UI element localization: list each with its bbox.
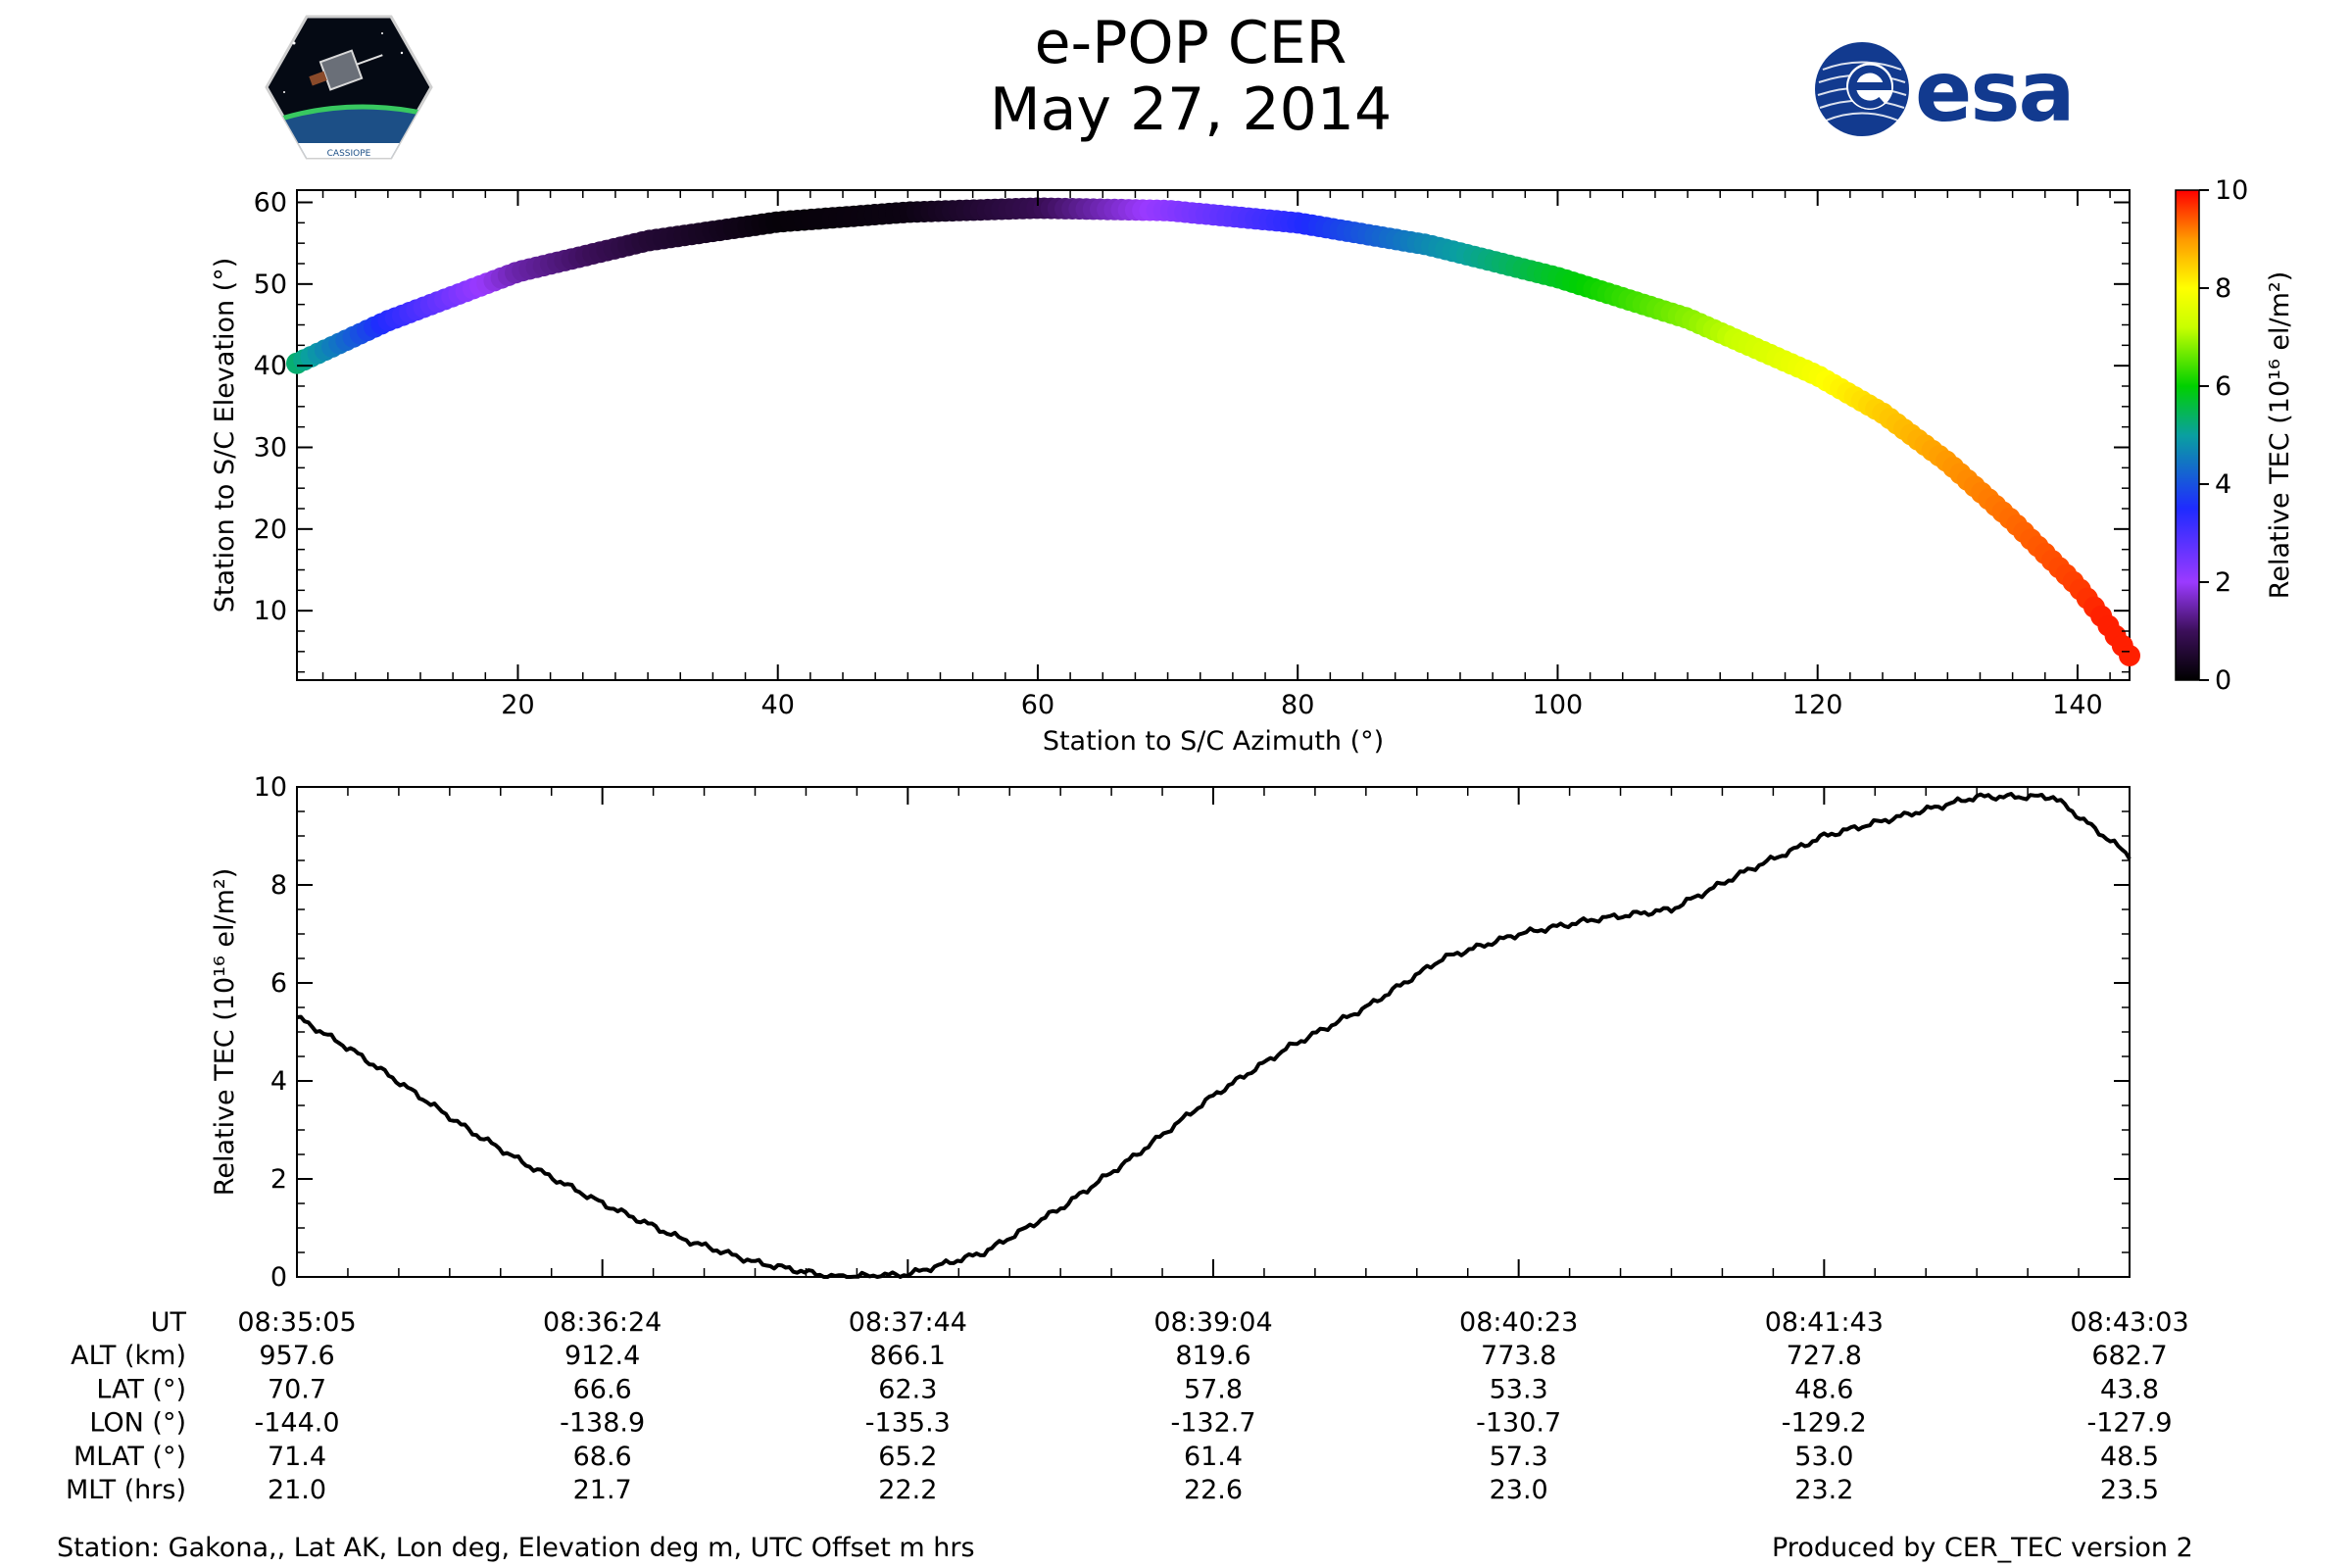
producer-info: Produced by CER_TEC version 2 — [1772, 1533, 2193, 1563]
esa-logo: esa — [1813, 35, 2107, 143]
orbit-value: 23.0 — [1490, 1475, 1548, 1505]
time-tick-label: 08:41:43 — [1765, 1307, 1884, 1338]
x-tick-label: 120 — [1792, 690, 1843, 720]
x-tick-label: 80 — [1281, 690, 1314, 720]
orbit-value: 65.2 — [878, 1442, 937, 1472]
figure-date: May 27, 2014 — [989, 75, 1393, 144]
sky-track-points — [286, 197, 2140, 666]
orbit-value: -132.7 — [1170, 1408, 1255, 1439]
time-tick-label: 08:40:23 — [1459, 1307, 1578, 1338]
colorbar-tick-label: 0 — [2215, 665, 2231, 696]
sky-track-point — [2119, 645, 2140, 666]
y-tick-label: 30 — [254, 433, 287, 464]
tec-axes: 0 2 4 6 8 10 — [254, 772, 2131, 1293]
orbit-row-label: LON (°) — [89, 1408, 186, 1439]
y-tick-label: 50 — [254, 270, 287, 300]
orbit-row-label: MLT (hrs) — [66, 1475, 186, 1505]
orbit-row-label: MLAT (°) — [74, 1442, 186, 1472]
orbit-row-label: UT — [151, 1307, 187, 1338]
orbit-value: 62.3 — [878, 1374, 937, 1404]
orbit-row-label: ALT (km) — [71, 1341, 186, 1371]
colorbar-tick-label: 8 — [2215, 273, 2231, 304]
orbit-row-label: LAT (°) — [96, 1374, 186, 1404]
sky-track-x-axis-label: Station to S/C Azimuth (°) — [1043, 726, 1384, 757]
x-tick-label: 100 — [1533, 690, 1584, 720]
colorbar-ticks: 0 2 4 6 8 10 — [2199, 175, 2248, 696]
colorbar-tick-label: 10 — [2215, 175, 2248, 206]
orbit-value: 57.8 — [1184, 1374, 1243, 1404]
esa-globe-icon — [1815, 42, 1909, 136]
time-tick-label: 08:35:05 — [237, 1307, 356, 1338]
orbit-value: 71.4 — [268, 1442, 326, 1472]
cassiope-logo: CASSIOPE — [265, 14, 433, 161]
y-tick-label: 40 — [254, 351, 287, 381]
time-tick-label: 08:36:24 — [543, 1307, 662, 1338]
orbit-value: 727.8 — [1787, 1341, 1862, 1371]
colorbar — [2175, 189, 2200, 681]
orbit-value: 70.7 — [268, 1374, 326, 1404]
x-tick-label: 40 — [761, 690, 795, 720]
orbit-value: 68.6 — [573, 1442, 632, 1472]
tec-y-tick-label: 2 — [270, 1164, 287, 1195]
orbit-value: 48.6 — [1794, 1374, 1853, 1404]
tec-plot-frame — [296, 786, 2131, 1278]
colorbar-tick-label: 6 — [2215, 371, 2231, 402]
station-info: Station: Gakona,, Lat AK, Lon deg, Eleva… — [57, 1533, 975, 1563]
orbit-value: 53.3 — [1490, 1374, 1548, 1404]
orbit-value: 61.4 — [1184, 1442, 1243, 1472]
orbit-value: 43.8 — [2100, 1374, 2159, 1404]
y-tick-label: 20 — [254, 514, 287, 545]
orbit-value: 21.7 — [573, 1475, 632, 1505]
time-tick-label: 08:37:44 — [849, 1307, 967, 1338]
orbit-value: 23.5 — [2100, 1475, 2159, 1505]
y-tick-label: 60 — [254, 188, 287, 219]
orbit-value: 912.4 — [564, 1341, 640, 1371]
orbit-value: 66.6 — [573, 1374, 632, 1404]
x-tick-label: 20 — [501, 690, 534, 720]
orbit-value: 773.8 — [1481, 1341, 1556, 1371]
orbit-value: 57.3 — [1490, 1442, 1548, 1472]
colorbar-label: Relative TEC (10¹⁶ el/m²) — [2265, 271, 2295, 599]
figure-title: e-POP CER — [1034, 9, 1348, 77]
orbit-value: 53.0 — [1794, 1442, 1853, 1472]
tec-time-chart: 0 2 4 6 8 10 Relative TEC (10¹⁶ el/m²) — [210, 772, 2132, 1293]
tec-y-tick-label: 10 — [254, 772, 287, 803]
tec-y-axis-label: Relative TEC (10¹⁶ el/m²) — [210, 868, 240, 1196]
x-tick-label: 60 — [1021, 690, 1054, 720]
colorbar-tick-label: 4 — [2215, 469, 2231, 500]
orbit-value: 957.6 — [259, 1341, 334, 1371]
orbit-value: 23.2 — [1794, 1475, 1853, 1505]
sky-track-y-axis-label: Station to S/C Elevation (°) — [210, 258, 240, 613]
orbit-value: 21.0 — [268, 1475, 326, 1505]
tec-series-line — [296, 792, 2132, 1279]
tec-y-tick-label: 0 — [270, 1262, 287, 1293]
orbit-value: -129.2 — [1782, 1408, 1867, 1439]
cassiope-logo-text: CASSIOPE — [327, 149, 371, 159]
sky-track-axes: 20 40 60 80 100 120 140 10 20 30 40 50 60 — [254, 188, 2130, 720]
orbit-value: 22.6 — [1184, 1475, 1243, 1505]
tec-y-tick-label: 8 — [270, 870, 287, 901]
orbit-value: -144.0 — [254, 1408, 339, 1439]
sky-track-plot-frame — [296, 189, 2131, 681]
y-tick-label: 10 — [254, 596, 287, 626]
orbit-value: 48.5 — [2100, 1442, 2159, 1472]
esa-wordmark: esa — [1915, 43, 2076, 141]
x-tick-label: 140 — [2052, 690, 2103, 720]
orbit-value: 682.7 — [2091, 1341, 2167, 1371]
orbit-value: 866.1 — [870, 1341, 946, 1371]
orbit-value: -130.7 — [1476, 1408, 1561, 1439]
orbit-value: 819.6 — [1175, 1341, 1250, 1371]
orbit-value: -135.3 — [865, 1408, 951, 1439]
orbit-value: 22.2 — [878, 1475, 937, 1505]
time-tick-label: 08:39:04 — [1153, 1307, 1272, 1338]
tec-y-tick-label: 4 — [270, 1066, 287, 1097]
colorbar-tick-label: 2 — [2215, 567, 2231, 598]
tec-y-tick-label: 6 — [270, 968, 287, 999]
orbit-value: -138.9 — [560, 1408, 645, 1439]
time-tick-label: 08:43:03 — [2070, 1307, 2188, 1338]
orbit-value: -127.9 — [2086, 1408, 2172, 1439]
